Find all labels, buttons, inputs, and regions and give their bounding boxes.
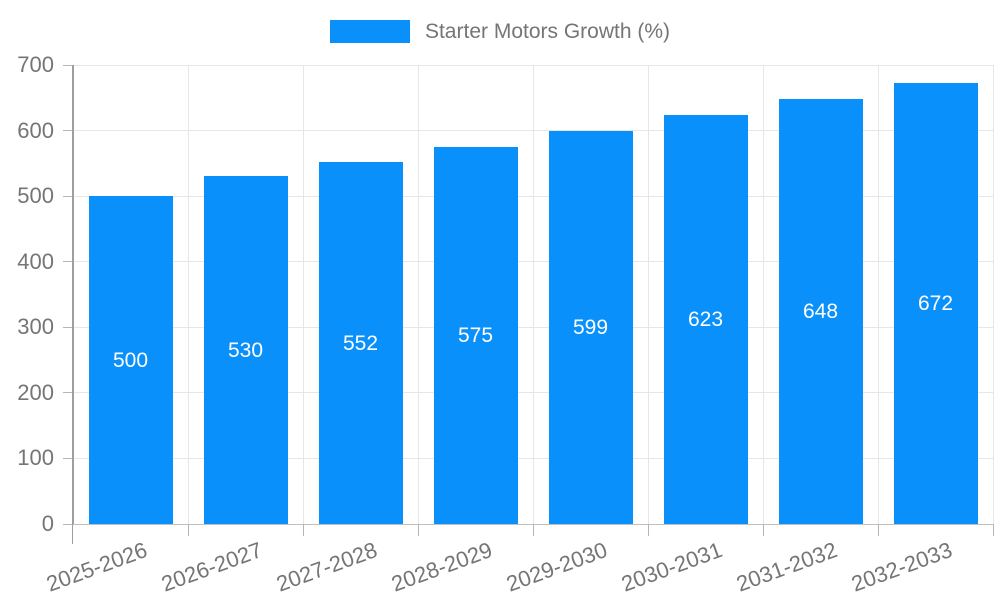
x-tick-2 xyxy=(302,524,304,536)
y-axis-label-200: 200 xyxy=(17,379,54,405)
bar-value-label: 672 xyxy=(917,292,954,316)
bar-value-label: 575 xyxy=(457,323,494,347)
y-axis-label-100: 100 xyxy=(17,445,54,471)
gridline-v-7 xyxy=(877,65,879,524)
x-tick-4 xyxy=(532,524,534,536)
gridline-v-4 xyxy=(532,65,534,524)
x-tick-7 xyxy=(877,524,879,536)
legend: Starter Motors Growth (%) xyxy=(0,17,1000,45)
bar-value-label: 552 xyxy=(342,331,379,355)
legend-label: Starter Motors Growth (%) xyxy=(424,19,671,43)
y-axis-label-400: 400 xyxy=(17,248,54,274)
bar-2029-2030[interactable]: 599 xyxy=(548,131,633,524)
bar-2027-2028[interactable]: 552 xyxy=(318,162,403,524)
bar-value-label: 500 xyxy=(112,348,149,372)
x-axis-label-2028-2029: 2028-2029 xyxy=(388,537,496,597)
y-tick-200 xyxy=(63,392,73,394)
y-tick-600 xyxy=(63,130,73,132)
bar-2030-2031[interactable]: 623 xyxy=(663,115,748,524)
y-axis-label-600: 600 xyxy=(17,117,54,143)
gridline-v-1 xyxy=(187,65,189,524)
bar-value-label: 623 xyxy=(687,308,724,332)
plot-area: 0 100 200 300 400 500 600 700 500 530 552 575 599 623… xyxy=(17,53,994,597)
x-tick-3 xyxy=(417,524,419,536)
y-tick-400 xyxy=(63,261,73,263)
bar-2028-2029[interactable]: 575 xyxy=(433,146,518,524)
y-tick-100 xyxy=(63,457,73,459)
legend-swatch xyxy=(329,19,410,43)
x-tick-6 xyxy=(762,524,764,536)
gridline-v-8 xyxy=(992,65,994,524)
gridline-v-3 xyxy=(417,65,419,524)
x-axis-label-2025-2026: 2025-2026 xyxy=(43,537,151,597)
x-tick-1 xyxy=(187,524,189,536)
x-tick-5 xyxy=(647,524,649,536)
y-tick-300 xyxy=(63,326,73,328)
bar-value-label: 530 xyxy=(227,338,264,362)
bar-value-label: 648 xyxy=(802,300,839,324)
x-axis-label-2027-2028: 2027-2028 xyxy=(273,537,381,597)
y-axis-label-300: 300 xyxy=(17,314,54,340)
gridline-v-5 xyxy=(647,65,649,524)
gridline-v-6 xyxy=(762,65,764,524)
bar-2025-2026[interactable]: 500 xyxy=(88,196,173,524)
gridline-v-2 xyxy=(302,65,304,524)
y-tick-700 xyxy=(63,64,73,66)
x-axis-label-2032-2033: 2032-2033 xyxy=(848,537,956,597)
y-axis-label-0: 0 xyxy=(41,511,54,536)
x-axis-label-2026-2027: 2026-2027 xyxy=(158,537,266,597)
x-tick-0 xyxy=(72,524,73,544)
x-axis-label-2029-2030: 2029-2030 xyxy=(503,537,611,597)
y-tick-500 xyxy=(63,195,73,197)
bar-value-label: 599 xyxy=(572,316,609,340)
y-axis-label-700: 700 xyxy=(17,52,54,77)
x-axis-label-2030-2031: 2030-2031 xyxy=(618,537,726,597)
x-axis-label-2031-2032: 2031-2032 xyxy=(733,537,841,597)
bar-2026-2027[interactable]: 530 xyxy=(203,176,288,524)
y-tick-0 xyxy=(63,523,73,525)
y-axis-line xyxy=(72,65,74,524)
bar-2032-2033[interactable]: 672 xyxy=(893,83,978,524)
bar-2031-2032[interactable]: 648 xyxy=(778,99,863,524)
x-tick-8 xyxy=(992,524,994,536)
y-axis-label-500: 500 xyxy=(17,183,54,209)
